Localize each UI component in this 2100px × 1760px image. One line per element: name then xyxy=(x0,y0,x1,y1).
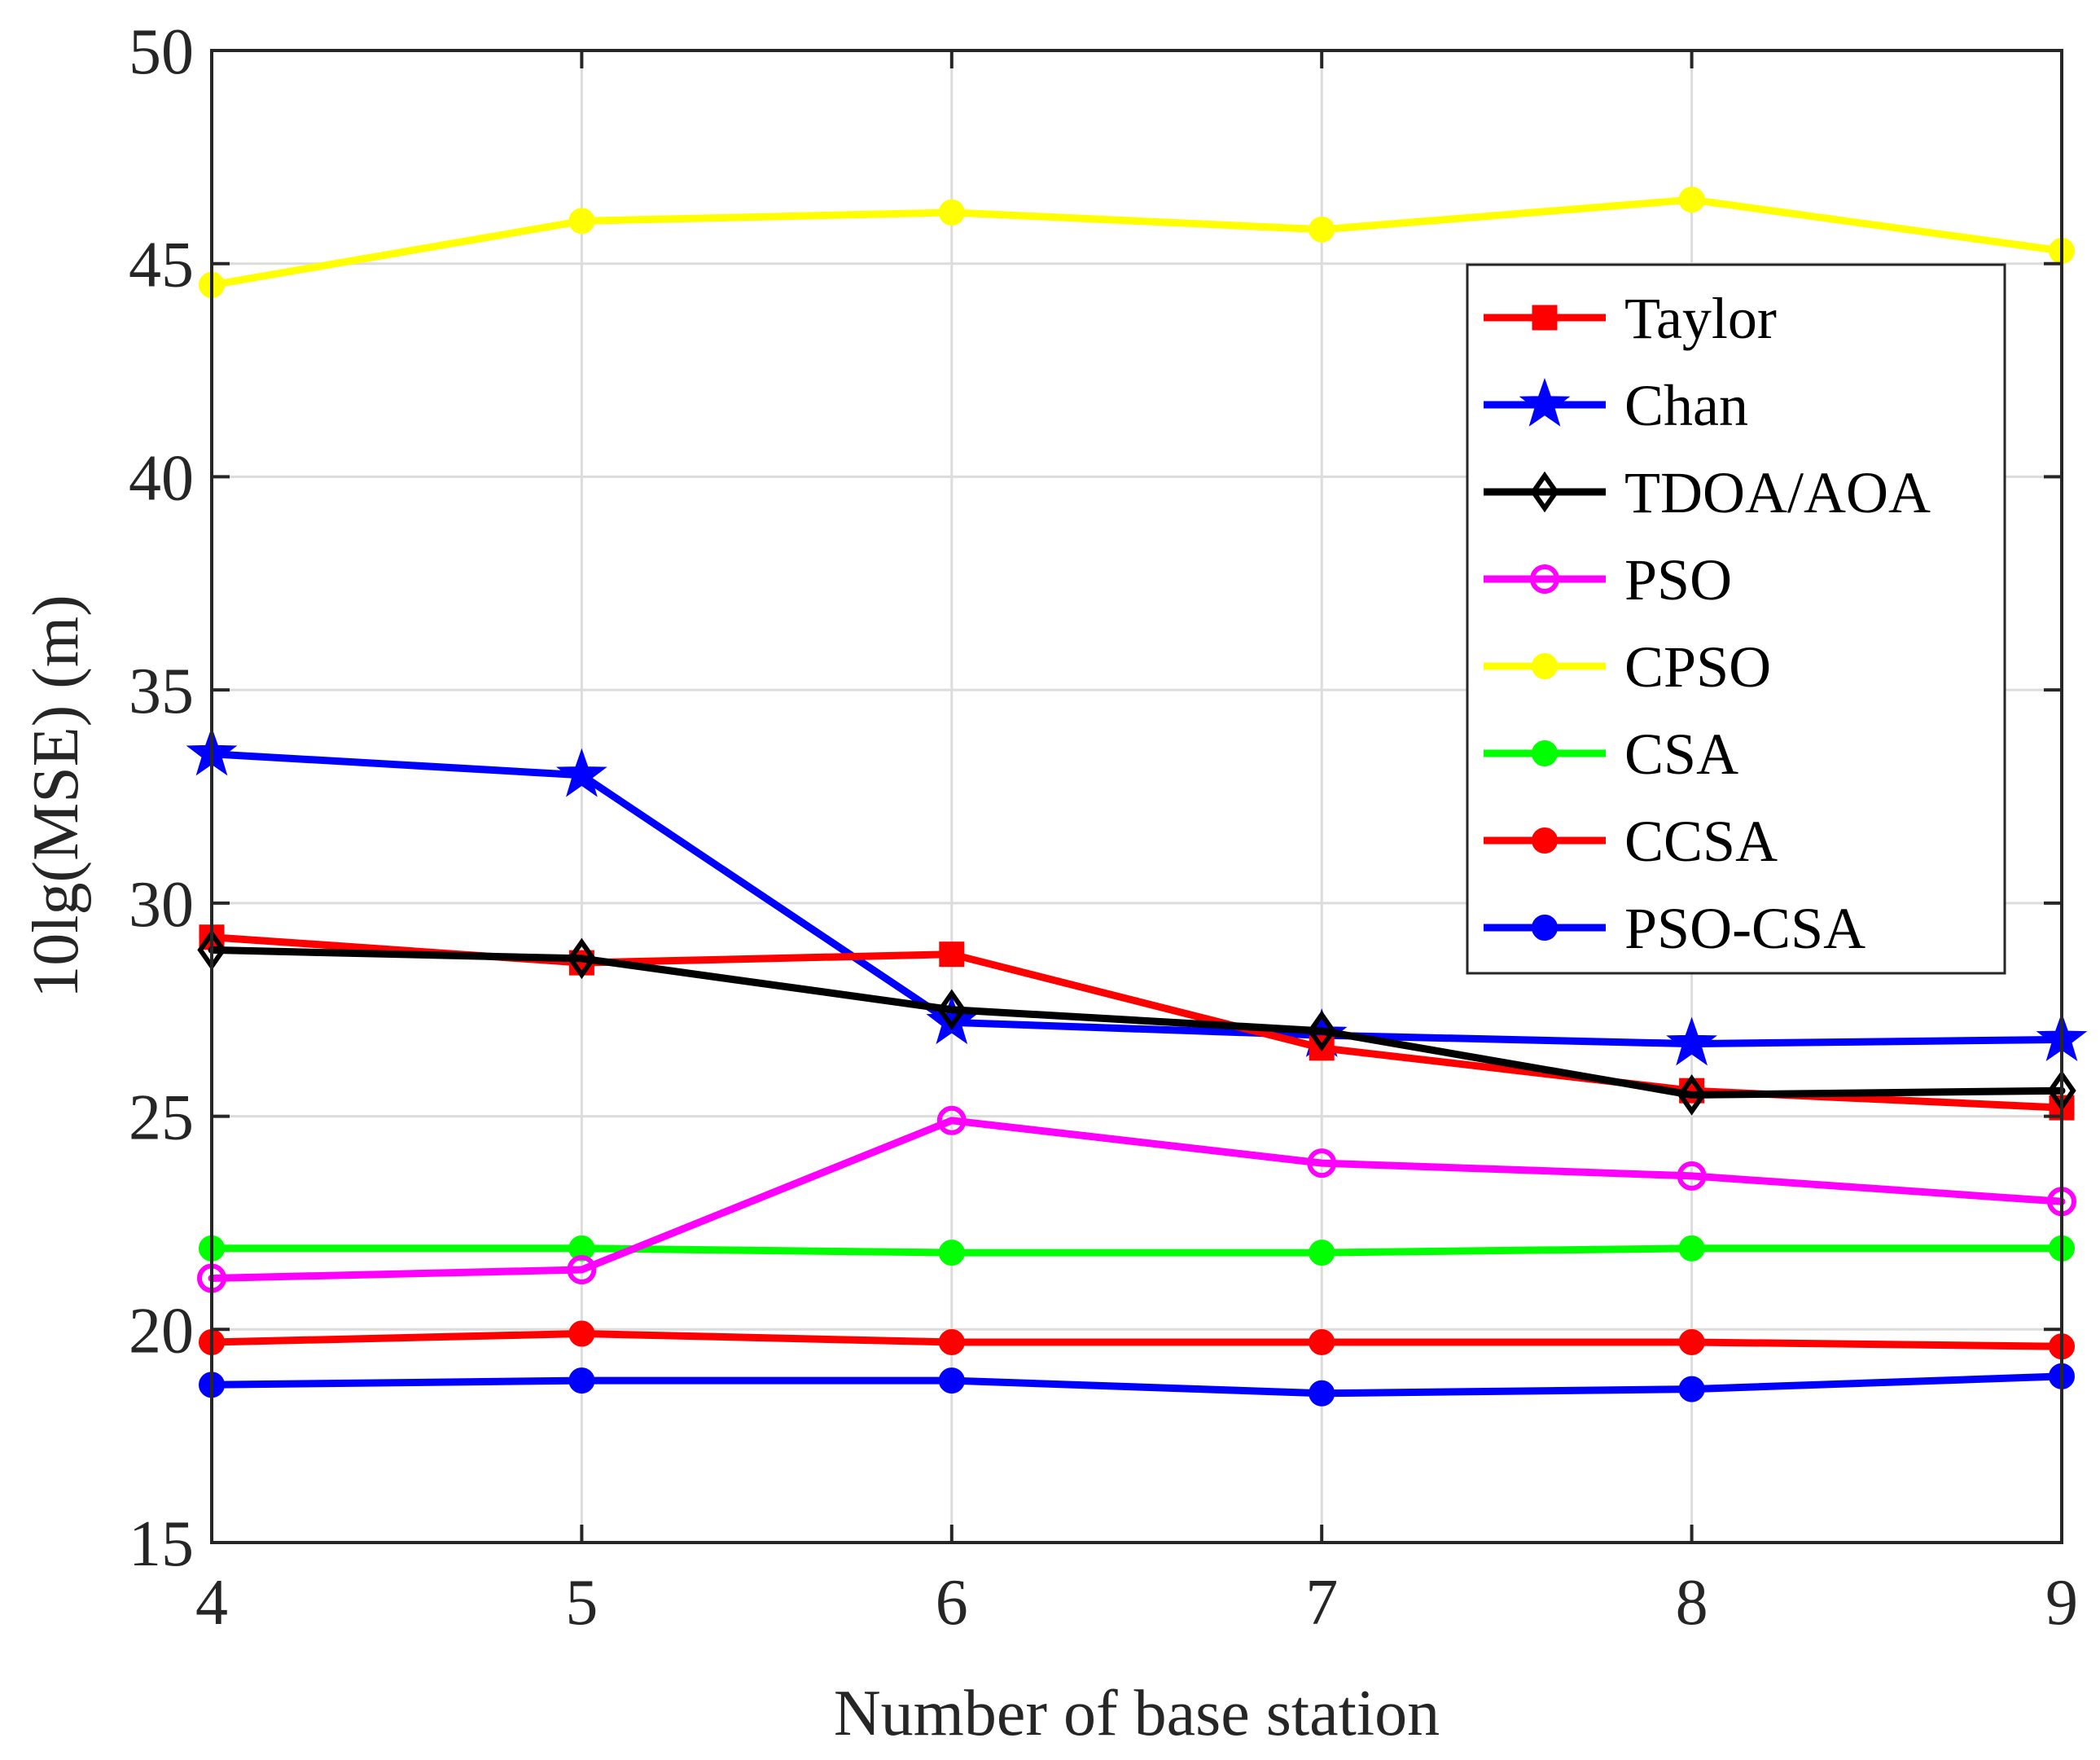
data-point-csa xyxy=(938,1240,965,1266)
data-point-pso xyxy=(1307,1148,1337,1178)
data-point-cpso xyxy=(568,208,595,235)
legend-marker-csa xyxy=(1532,740,1558,766)
data-point-pso xyxy=(1677,1161,1707,1191)
legend-box xyxy=(1466,263,2006,975)
data-point-chan xyxy=(926,995,978,1045)
x-tick-label: 6 xyxy=(936,1567,968,1639)
legend-marker-pso xyxy=(1530,564,1559,594)
x-tick-label: 8 xyxy=(1676,1567,1708,1639)
legend-item-pso-csa: PSO-CSA xyxy=(1484,896,1865,961)
legend-item-chan: Chan xyxy=(1484,373,1748,438)
data-point-taylor xyxy=(939,941,965,968)
legend-marker-taylor xyxy=(1532,305,1558,331)
y-tick-label: 45 xyxy=(129,230,194,301)
legend-label-chan: Chan xyxy=(1624,373,1748,438)
data-point-ccsa xyxy=(1309,1328,1335,1355)
legend-marker-ccsa xyxy=(1532,827,1558,854)
x-axis-label: Number of base station xyxy=(834,1678,1440,1749)
data-point-pso-csa xyxy=(1678,1376,1705,1402)
series-line-csa xyxy=(208,1244,2066,1257)
data-point-tdoa-aoa xyxy=(1307,1010,1336,1052)
series-line-tdoa-aoa xyxy=(208,946,2066,1099)
legend: Taylor Chan TDOA/AOA PSO CPSO CSA CCSA PSO-CSA xyxy=(1466,263,2006,975)
legend-label-csa: CSA xyxy=(1624,722,1738,787)
data-point-chan xyxy=(556,748,607,797)
x-tick-label: 5 xyxy=(565,1567,598,1639)
plot-frame xyxy=(210,49,2063,1544)
legend-item-csa: CSA xyxy=(1484,722,1738,787)
series-tdoa-aoa xyxy=(197,929,2076,1116)
legend-item-ccsa: CCSA xyxy=(1484,809,1778,874)
x-tick-label: 4 xyxy=(195,1567,228,1639)
data-point-chan xyxy=(1666,1016,1717,1066)
data-point-pso-csa xyxy=(1309,1380,1335,1407)
series-ccsa xyxy=(199,1320,2075,1360)
legend-item-pso: PSO xyxy=(1484,547,1732,612)
series-pso-csa xyxy=(199,1363,2075,1407)
legend-marker-cpso xyxy=(1532,653,1558,679)
y-tick-label: 35 xyxy=(129,656,194,727)
data-point-cpso xyxy=(938,199,965,226)
series-line-cpso xyxy=(208,195,2066,289)
x-tick-label: 9 xyxy=(2045,1567,2078,1639)
x-tick-label: 7 xyxy=(1305,1567,1338,1639)
tick-marks xyxy=(210,49,2063,1544)
data-point-pso-csa xyxy=(568,1367,595,1394)
y-tick-label: 15 xyxy=(129,1508,194,1580)
data-point-pso xyxy=(936,1105,967,1135)
legend-label-taylor: Taylor xyxy=(1624,286,1777,351)
data-point-ccsa xyxy=(938,1328,965,1355)
series-line-ccsa xyxy=(208,1330,2066,1350)
data-point-csa xyxy=(1309,1240,1335,1266)
series-line-pso-csa xyxy=(208,1372,2066,1398)
legend-marker-tdoa-aoa xyxy=(1530,471,1559,513)
legend-label-ccsa: CCSA xyxy=(1624,809,1778,874)
y-tick-label: 30 xyxy=(129,869,194,941)
y-tick-label: 25 xyxy=(129,1082,194,1154)
y-axis-label: 10lg(MSE) (m) xyxy=(20,595,92,999)
data-point-cpso xyxy=(1678,187,1705,213)
series-pso xyxy=(197,1105,2076,1293)
data-point-csa xyxy=(568,1235,595,1262)
series-csa xyxy=(199,1235,2075,1266)
y-tick-label: 40 xyxy=(129,442,194,514)
data-point-pso-csa xyxy=(938,1367,965,1394)
legend-marker-pso-csa xyxy=(1532,915,1558,941)
series-line-chan xyxy=(208,750,2066,1048)
series-line-pso xyxy=(208,1117,2066,1282)
legend-item-taylor: Taylor xyxy=(1484,286,1777,351)
legend-label-tdoa-aoa: TDOA/AOA xyxy=(1624,460,1931,525)
data-point-pso xyxy=(567,1255,597,1285)
data-point-cpso xyxy=(1309,216,1335,243)
data-point-tdoa-aoa xyxy=(937,989,967,1030)
legend-item-tdoa-aoa: TDOA/AOA xyxy=(1484,460,1931,525)
legend-label-pso-csa: PSO-CSA xyxy=(1624,896,1865,961)
data-point-csa xyxy=(1678,1235,1705,1262)
y-tick-labels: 15 20 25 30 35 40 45 50 xyxy=(129,16,194,1580)
data-point-ccsa xyxy=(1678,1328,1705,1355)
legend-label-pso: PSO xyxy=(1624,547,1732,612)
data-point-tdoa-aoa xyxy=(567,937,597,980)
data-point-ccsa xyxy=(568,1320,595,1347)
legend-item-cpso: CPSO xyxy=(1484,634,1771,700)
series-layer xyxy=(186,187,2088,1407)
x-tick-labels: 4 5 6 7 8 9 xyxy=(195,1567,2078,1639)
y-tick-label: 50 xyxy=(129,16,194,88)
data-point-tdoa-aoa xyxy=(1677,1074,1707,1116)
legend-marker-chan xyxy=(1519,377,1571,427)
legend-label-cpso: CPSO xyxy=(1624,634,1771,700)
y-tick-label: 20 xyxy=(129,1295,194,1367)
